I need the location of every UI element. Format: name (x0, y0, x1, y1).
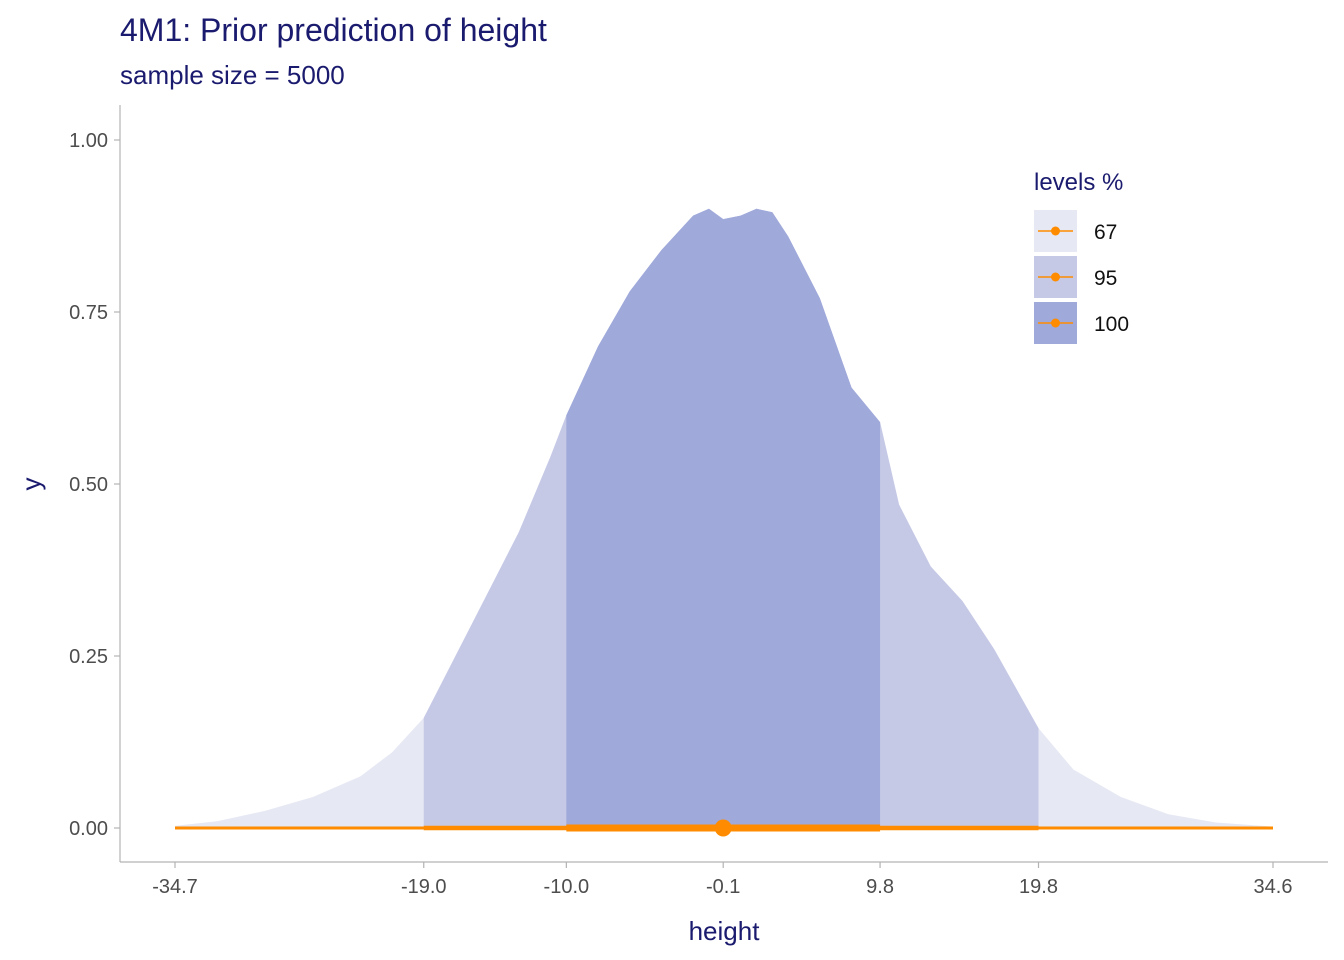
legend-label-95: 95 (1094, 267, 1117, 290)
x-tick-label: 19.8 (1019, 876, 1058, 898)
density-bands (175, 208, 1273, 829)
legend-key-point (1051, 226, 1060, 236)
legend-key-point (1051, 318, 1060, 328)
y-tick-label: 0.25 (69, 646, 108, 668)
y-axis-title: y (16, 478, 46, 491)
legend: levels % 67 95 100 (1034, 169, 1129, 344)
density-band-67 (566, 208, 881, 829)
x-axis-title: height (689, 916, 761, 946)
interval-lines (175, 819, 1273, 837)
point-estimate (714, 819, 732, 837)
x-tick-label: -0.1 (706, 876, 740, 898)
legend-label-67: 67 (1094, 221, 1117, 244)
y-tick-label: 1.00 (69, 130, 108, 152)
legend-title: levels % (1034, 169, 1123, 196)
chart-subtitle: sample size = 5000 (120, 60, 345, 90)
x-tick-label: -19.0 (401, 876, 447, 898)
legend-label-100: 100 (1094, 313, 1129, 336)
chart-title: 4M1: Prior prediction of height (120, 12, 547, 48)
x-tick-label: -10.0 (544, 876, 590, 898)
x-tick-label: 34.6 (1254, 876, 1293, 898)
x-tick-label: -34.7 (152, 876, 198, 898)
legend-items: 67 95 100 (1034, 210, 1129, 344)
x-tick-label: 9.8 (866, 876, 894, 898)
legend-key-point (1051, 272, 1060, 282)
y-tick-label: 0.00 (69, 818, 108, 840)
y-tick-label: 0.75 (69, 302, 108, 324)
tick-labels: 0.00 0.25 0.50 0.75 1.00 -34.7 -19.0 -10.0 -0.1 9… (69, 130, 1292, 898)
y-tick-label: 0.50 (69, 474, 108, 496)
